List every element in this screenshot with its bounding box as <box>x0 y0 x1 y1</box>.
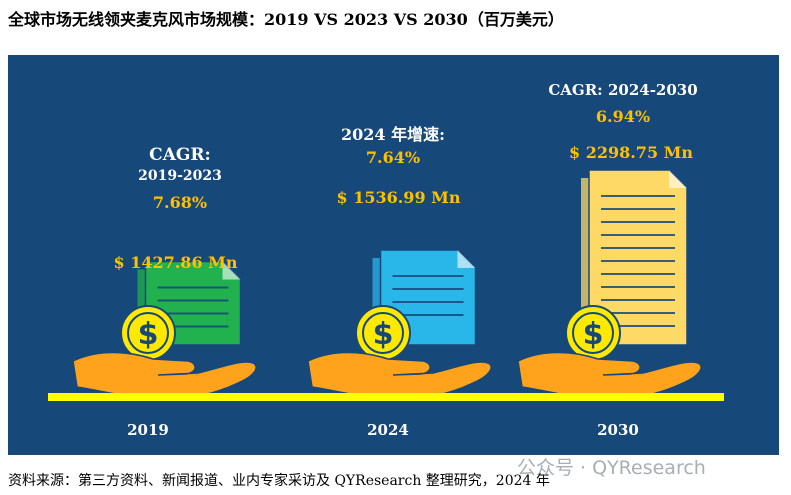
cagr-label-2019: CAGR: <box>149 145 211 165</box>
chart-title: 全球市场无线领夹麦克风市场规模：2019 VS 2023 VS 2030（百万美… <box>8 10 564 29</box>
coin-ring <box>362 312 404 354</box>
cagr-value-2030: 6.94% <box>595 107 651 126</box>
year-label-2030: 2030 <box>597 421 639 439</box>
dollar-sign: $ <box>373 317 394 352</box>
year-label-2019: 2019 <box>127 421 169 439</box>
value-label-2024: $ 1536.99 Mn <box>336 188 461 207</box>
document-fold-2030 <box>669 170 687 188</box>
dollar-sign: $ <box>138 317 159 352</box>
hand-icon <box>517 351 702 401</box>
value-label-2030: $ 2298.75 Mn <box>569 143 693 162</box>
cagr-label-2030: CAGR: 2024-2030 <box>548 81 698 99</box>
source-note: 资料来源：第三方资料、新闻报道、业内专家采访及 QYResearch 整理研究，… <box>8 473 550 489</box>
year-label-2024: 2024 <box>367 421 409 439</box>
cagr-value-2019: 7.68% <box>152 193 208 212</box>
coin-ring <box>572 312 614 354</box>
chart-panel: $ $ $ CAGR: 2019-2023 7.68% 2024 年增速: 7.64… <box>8 55 779 455</box>
chart-graphic: $ $ $ <box>48 169 724 401</box>
hand-icon <box>307 351 492 401</box>
hand-icon <box>72 351 257 401</box>
watermark: 公众号 · QYResearch <box>517 457 706 479</box>
cagr-period-2019: 2019-2023 <box>138 168 222 184</box>
value-label-2019: $ 1427.86 Mn <box>113 253 238 272</box>
baseline-bar <box>48 393 724 401</box>
document-fold-2019 <box>222 261 241 280</box>
growth-value-2024: 7.64% <box>365 148 421 167</box>
dollar-sign: $ <box>583 317 604 352</box>
growth-label-2024: 2024 年增速: <box>340 125 445 144</box>
document-fold-2024 <box>457 250 476 269</box>
coin-ring <box>127 312 169 354</box>
